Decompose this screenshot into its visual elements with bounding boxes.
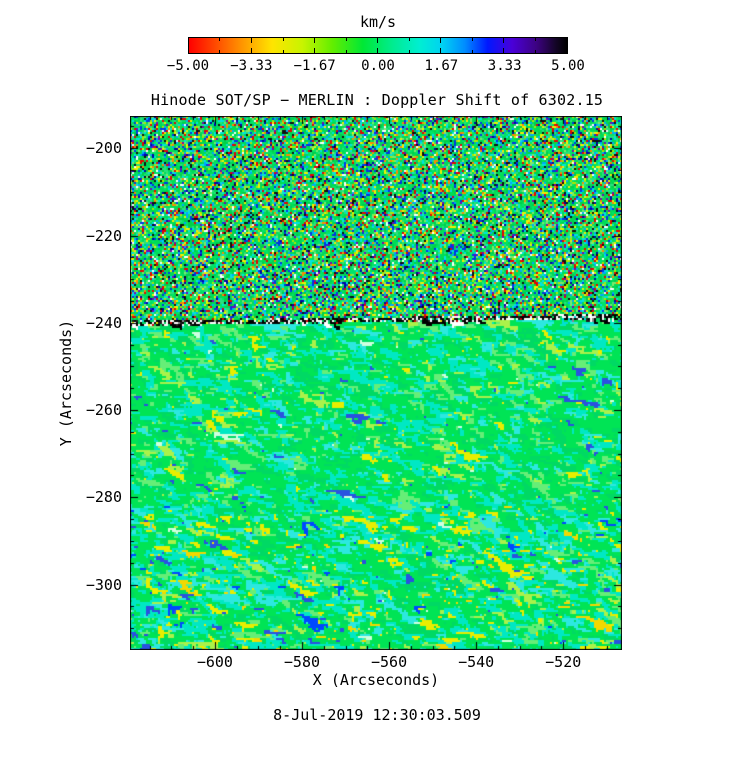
colorbar-major-tick xyxy=(566,48,567,53)
colorbar-tick-label: 0.00 xyxy=(361,58,395,74)
colorbar-minor-tick xyxy=(345,38,347,41)
colorbar-gradient xyxy=(189,38,567,53)
colorbar-minor-tick xyxy=(534,50,536,53)
colorbar-major-tick xyxy=(377,48,378,53)
x-tick-label: −580 xyxy=(283,653,321,671)
colorbar-major-tick xyxy=(503,38,504,43)
colorbar-major-tick xyxy=(188,48,189,53)
y-tick-label: −300 xyxy=(85,575,122,594)
colorbar-major-tick xyxy=(313,38,315,43)
x-axis-label: X (Arcseconds) xyxy=(312,671,440,689)
y-tick-label: −260 xyxy=(85,401,122,420)
colorbar-tick-label: 3.33 xyxy=(487,58,522,74)
colorbar-major-tick xyxy=(377,38,378,43)
colorbar-major-tick xyxy=(566,38,567,43)
colorbar-minor-tick xyxy=(219,50,221,53)
plot-area xyxy=(130,116,622,650)
colorbar-major-tick xyxy=(439,48,441,53)
colorbar-major-tick xyxy=(313,48,315,53)
colorbar-minor-tick xyxy=(345,50,347,53)
observation-timestamp: 8-Jul-2019 12:30:03.509 xyxy=(273,706,481,724)
x-tick-label: −560 xyxy=(370,653,408,671)
y-tick-label: −240 xyxy=(85,313,122,332)
colorbar-title: km/s xyxy=(359,13,397,31)
colorbar-minor-tick xyxy=(408,50,410,53)
colorbar-minor-tick xyxy=(471,50,473,53)
y-axis-tick-labels: −200 −220 −240 −260 −280 −300 xyxy=(0,116,122,650)
colorbar-tick-label: −3.33 xyxy=(230,58,273,74)
colorbar-tick-label: 1.67 xyxy=(424,58,459,74)
y-tick-label: −220 xyxy=(85,226,122,245)
colorbar xyxy=(188,37,568,54)
doppler-image-canvas xyxy=(130,116,622,650)
colorbar-major-tick xyxy=(188,38,189,43)
colorbar-tick-labels: −5.00 −3.33 −1.67 0.00 1.67 3.33 5.00 xyxy=(167,58,585,75)
colorbar-tick-label: 5.00 xyxy=(551,58,585,74)
colorbar-major-tick xyxy=(503,48,504,53)
colorbar-major-tick xyxy=(250,48,252,53)
y-axis-label: Y (Arcseconds) xyxy=(57,319,75,447)
plot-title: Hinode SOT/SP − MERLIN : Doppler Shift o… xyxy=(150,91,604,109)
colorbar-major-tick xyxy=(439,38,441,43)
colorbar-minor-tick xyxy=(219,38,221,41)
colorbar-tick-label: −5.00 xyxy=(166,58,210,74)
colorbar-minor-tick xyxy=(534,38,536,41)
x-tick-label: −540 xyxy=(458,653,495,671)
colorbar-minor-tick xyxy=(408,38,410,41)
y-tick-label: −280 xyxy=(85,488,122,507)
colorbar-minor-tick xyxy=(471,38,473,41)
y-tick-label: −200 xyxy=(85,139,122,158)
colorbar-minor-tick xyxy=(282,38,284,41)
colorbar-tick-label: −1.67 xyxy=(293,58,336,74)
x-tick-label: −600 xyxy=(196,653,233,671)
colorbar-major-tick xyxy=(250,38,252,43)
x-axis-tick-labels: −600 −580 −560 −540 −520 xyxy=(130,653,622,671)
colorbar-minor-tick xyxy=(282,50,284,53)
x-tick-label: −520 xyxy=(545,653,582,671)
